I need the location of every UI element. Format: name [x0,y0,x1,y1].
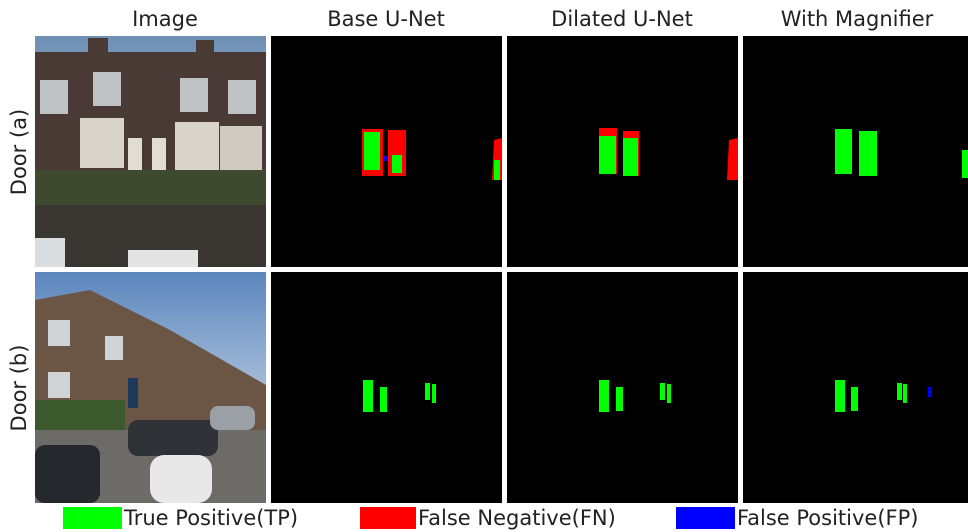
column-header: Base U-Net [327,7,445,31]
mask-panel [743,36,968,267]
legend-swatch [676,507,735,529]
column-header: With Magnifier [781,7,934,31]
mask-panel [507,272,738,503]
mask-panel [271,36,502,267]
column-header: Dilated U-Net [551,7,693,31]
row-label: Door (a) [7,109,31,195]
column-header: Image [132,7,198,31]
legend-swatch [360,507,416,529]
row-label: Door (b) [7,345,31,432]
photo [35,36,266,267]
legend-label: False Positive(FP) [737,506,918,530]
legend-label: False Negative(FN) [418,506,616,530]
mask-panel [743,272,968,503]
figure: Image Base U-Net Dilated U-Net With Magn… [0,0,968,532]
legend-label: True Positive(TP) [123,506,298,530]
mask-panel [507,36,738,267]
legend-swatch [63,507,122,529]
mask-panel [271,272,502,503]
photo [35,272,266,503]
